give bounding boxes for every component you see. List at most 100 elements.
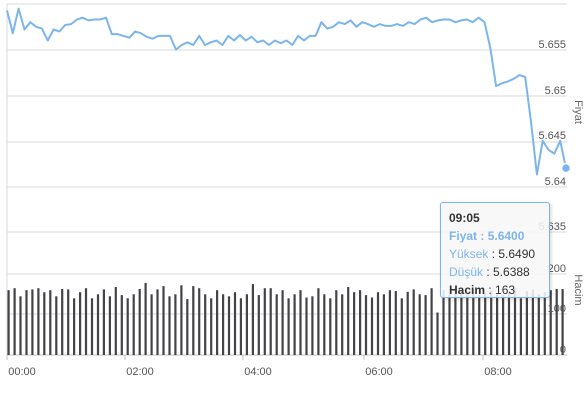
volume-bar [388,290,391,355]
volume-bar [436,312,439,355]
data-tooltip: 09:05 Fiyat : 5.6400 Yüksek : 5.6490 Düş… [440,202,550,298]
volume-bar [317,288,320,355]
tooltip-high-row: Yüksek : 5.6490 [449,247,536,261]
volume-bar [126,298,129,355]
volume-bar [502,295,505,355]
volume-bar [204,294,207,356]
tooltip-low-value: 5.6388 [493,265,530,279]
volume-bar [490,290,493,355]
volume-bar [162,286,165,355]
volume-bar [73,298,76,355]
volume-bar [460,290,463,355]
volume-bar [257,295,260,355]
volume-bar [132,294,135,356]
volume-bar [150,294,153,356]
x-tick-label: 04:00 [244,366,272,378]
volume-bar [525,291,528,355]
volume-bar [43,292,46,355]
volume-bar [144,282,147,355]
volume-bar [299,290,302,355]
volume-bar [251,284,254,355]
volume-bar [239,298,242,355]
volume-bar [13,288,16,355]
volume-bar [31,289,34,355]
volume-bar [287,298,290,355]
volume-bar [114,287,117,355]
volume-bar [120,295,123,355]
volume-bar [61,289,64,355]
tooltip-low-row: Düşük : 5.6388 [449,265,530,279]
volume-bar [108,296,111,355]
volume-bar [263,288,266,355]
volume-bar [305,297,308,355]
volume-bar [102,289,105,355]
price-tick-label: 5.64 [545,176,566,188]
volume-bar [484,293,487,355]
volume-bar [192,286,195,355]
volume-bar [555,289,558,355]
volume-bar [233,292,237,355]
volume-bar [376,292,380,355]
volume-bar [210,298,213,355]
price-tick-label: 5.65 [545,85,566,97]
tooltip-price-row: Fiyat : 5.6400 [449,229,525,243]
tooltip-price-label: Fiyat [449,229,478,243]
tooltip-volume-value: 163 [495,283,516,297]
tooltip-high-value: 5.6490 [498,247,536,261]
tooltip-low-label: Düşük [449,265,484,279]
volume-bar [323,294,326,356]
x-tick-label: 08:00 [484,366,512,378]
volume-bar [96,294,100,356]
volume-bar [507,292,511,355]
volume-bar [329,298,332,355]
volume-bar [561,289,564,355]
volume-bars [7,282,564,356]
tooltip-time: 09:05 [449,211,480,225]
volume-bar [359,290,362,355]
volume-bar [448,294,451,356]
volume-bar [549,290,552,355]
volume-bar [293,294,296,356]
price-series-line [6,7,567,176]
volume-bar [519,298,522,355]
volume-bar [67,289,70,355]
volume-bar [281,290,284,355]
volume-bar [412,289,415,355]
volume-axis-title: Hacim [572,274,584,305]
volume-bar [198,288,201,355]
price-tick-label: 5.655 [538,39,566,51]
volume-bar [186,299,189,355]
volume-bar [7,290,10,355]
volume-bar [227,296,231,355]
volume-bar [424,295,427,355]
volume-bar [138,289,141,355]
tooltip-high-label: Yüksek [449,247,489,261]
tooltip-volume-row: Hacim : 163 [449,283,516,297]
volume-bar [430,288,433,355]
x-tick-label: 02:00 [126,366,154,378]
volume-bar [180,285,183,355]
volume-bar [531,289,534,355]
grid-lines [6,3,567,356]
x-axis: 00:00 02:00 04:00 06:00 08:00 [6,355,512,378]
volume-bar [37,288,40,355]
volume-bar [418,294,421,356]
volume-bar [496,294,499,356]
volume-bar [55,296,58,355]
price-axis-title: Fiyat [572,100,584,124]
x-tick-label: 06:00 [365,366,393,378]
volume-bar [156,289,159,355]
volume-bar [25,290,28,355]
volume-bar [19,296,22,355]
volume-bar [216,290,219,355]
x-tick-label: 00:00 [8,366,36,378]
volume-bar [466,294,469,356]
volume-bar [347,287,350,355]
hover-point-marker [560,162,572,174]
volume-bar [335,290,338,355]
volume-bar [311,296,314,355]
volume-tick-label: 100 [548,303,566,315]
volume-bar [275,294,278,356]
